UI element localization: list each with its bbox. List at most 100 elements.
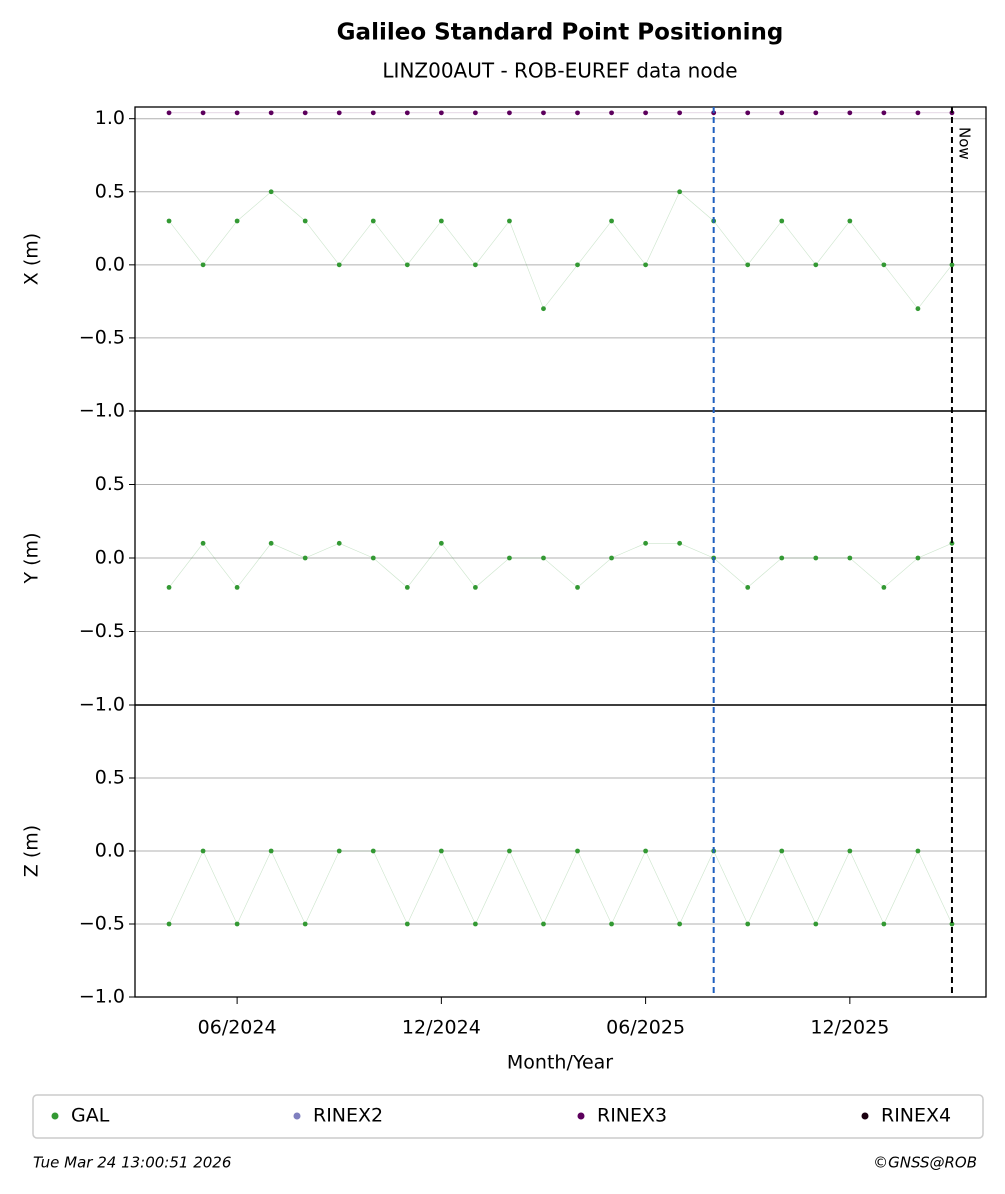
data-point	[881, 110, 887, 116]
data-point	[881, 585, 887, 590]
legend-marker	[293, 1112, 301, 1120]
y-tick-label: 0.0	[95, 840, 125, 862]
y-tick-label: 0.5	[95, 180, 125, 202]
data-point	[881, 921, 887, 927]
data-point	[881, 262, 887, 268]
data-point	[847, 848, 853, 854]
data-point	[438, 848, 444, 854]
data-point	[915, 848, 921, 854]
data-point	[166, 585, 172, 590]
data-point	[745, 262, 751, 268]
data-point	[234, 921, 240, 927]
data-point	[813, 110, 819, 116]
data-point	[302, 110, 308, 116]
data-point	[915, 555, 921, 561]
y-axis-label: Z (m)	[21, 825, 43, 877]
data-point	[541, 921, 546, 927]
data-point	[438, 110, 444, 116]
data-point	[404, 585, 410, 590]
x-tick-label: 06/2025	[606, 1017, 685, 1039]
y-tick-label: 1.0	[95, 107, 125, 129]
data-point	[813, 262, 819, 268]
data-point	[370, 110, 376, 116]
y-tick-label: −1.0	[79, 400, 125, 422]
chart-title: Galileo Standard Point Positioning	[337, 20, 784, 46]
data-point	[200, 540, 206, 546]
data-point	[268, 540, 274, 546]
y-tick-label: −0.5	[79, 913, 125, 935]
y-tick-label: 0.5	[95, 767, 125, 789]
legend-marker	[51, 1112, 59, 1120]
data-point	[268, 189, 274, 195]
data-point	[779, 848, 785, 854]
data-point	[166, 921, 172, 927]
data-point	[200, 110, 206, 116]
data-point	[949, 262, 955, 268]
data-point	[677, 921, 683, 927]
data-point	[404, 262, 410, 268]
data-point	[915, 110, 921, 116]
x-axis-label: Month/Year	[507, 1052, 613, 1074]
data-point	[949, 540, 955, 546]
data-point	[336, 262, 342, 268]
legend-marker	[861, 1112, 869, 1120]
vline-label: Now	[955, 127, 973, 160]
y-tick-label: 0.5	[95, 473, 125, 495]
legend-marker	[577, 1112, 585, 1120]
legend-label: RINEX4	[881, 1105, 951, 1127]
series-line	[168, 191, 953, 310]
x-tick-label: 12/2024	[402, 1017, 481, 1039]
data-point	[575, 585, 580, 590]
data-point	[200, 262, 206, 268]
y-tick-label: −1.0	[79, 694, 125, 716]
panel-frame	[134, 106, 987, 412]
data-point	[677, 540, 683, 546]
panel-frame	[134, 704, 987, 998]
data-point	[473, 110, 478, 116]
data-point	[949, 921, 955, 927]
data-point	[234, 218, 240, 224]
data-point	[404, 110, 410, 116]
data-point	[745, 921, 751, 927]
legend-label: GAL	[71, 1105, 110, 1127]
x-tick-label: 12/2025	[810, 1017, 889, 1039]
y-tick-label: 0.0	[95, 547, 125, 569]
data-point	[370, 555, 376, 561]
data-point	[609, 218, 614, 224]
series-line	[168, 850, 953, 925]
data-point	[234, 585, 240, 590]
data-point	[643, 110, 648, 116]
data-point	[813, 921, 819, 927]
data-point	[677, 189, 683, 195]
data-point	[677, 110, 683, 116]
data-point	[609, 555, 614, 561]
data-point	[779, 110, 785, 116]
data-point	[779, 218, 785, 224]
copyright: ©GNSS@ROB	[873, 1154, 977, 1172]
data-point	[779, 555, 785, 561]
data-point	[847, 555, 853, 561]
data-point	[234, 110, 240, 116]
y-tick-label: 0.0	[95, 253, 125, 275]
data-point	[643, 262, 648, 268]
data-point	[268, 110, 274, 116]
chart-subtitle: LINZ00AUT - ROB-EUREF data node	[382, 59, 737, 83]
data-point	[745, 110, 751, 116]
data-point	[541, 555, 546, 561]
data-point	[336, 540, 342, 546]
legend-label: RINEX2	[313, 1105, 383, 1127]
y-tick-label: −1.0	[79, 986, 125, 1008]
data-point	[541, 306, 546, 312]
data-point	[200, 848, 206, 854]
timestamp: Tue Mar 24 13:00:51 2026	[33, 1154, 231, 1172]
data-point	[507, 848, 512, 854]
data-point	[302, 555, 308, 561]
data-point	[438, 540, 444, 546]
y-tick-label: −0.5	[79, 326, 125, 348]
data-point	[575, 848, 580, 854]
x-tick-label: 06/2024	[198, 1017, 277, 1039]
data-point	[336, 110, 342, 116]
data-point	[847, 110, 853, 116]
data-point	[609, 921, 614, 927]
